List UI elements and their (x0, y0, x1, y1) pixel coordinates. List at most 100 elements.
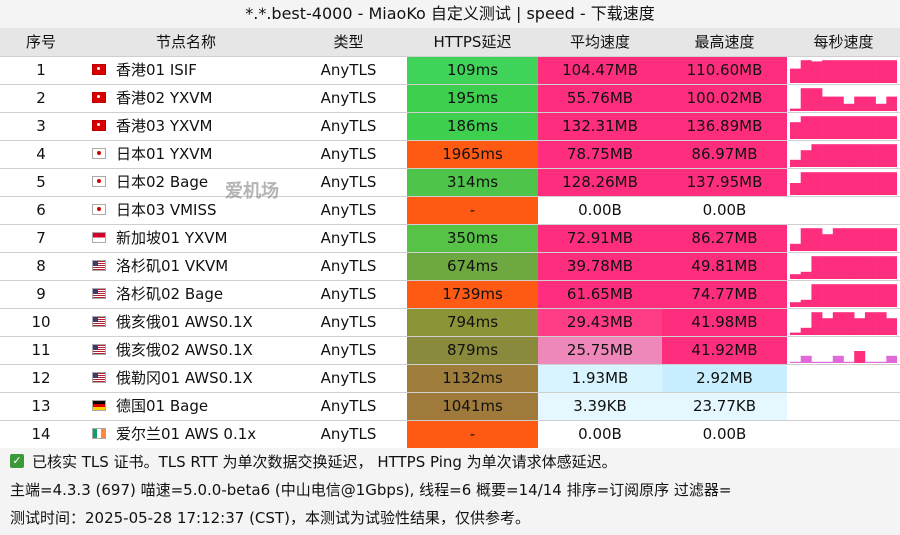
speed-sparkline (790, 351, 897, 363)
col-header-max-speed: 最高速度 (694, 33, 755, 51)
col-header-avg-speed: 平均速度 (569, 33, 630, 51)
sparkline-bar (822, 284, 834, 307)
row-latency: 186ms (407, 113, 538, 140)
col-header-index: 序号 (25, 33, 56, 51)
table-header: 序号 节点名称 类型 HTTPS延迟 平均速度 最高速度 每秒速度 (0, 28, 900, 56)
row-index: 3 (36, 117, 46, 135)
sparkline-bar (811, 361, 823, 363)
row-avg-speed: 72.91MB (538, 225, 662, 252)
sparkline-bar (800, 88, 812, 111)
sparkline-bar (832, 256, 844, 279)
table-row: 6 日本03 VMISS AnyTLS -0.00B 0.00B (0, 196, 900, 224)
sparkline-bar (886, 96, 897, 111)
flag-de-icon (92, 400, 106, 411)
row-per-second-chart (787, 197, 900, 224)
sparkline-bar (864, 144, 876, 167)
sparkline-bar (811, 172, 823, 195)
row-max-speed: 86.97MB (662, 141, 787, 168)
row-avg-speed: 128.26MB (538, 169, 662, 196)
row-type: AnyTLS (320, 229, 377, 247)
sparkline-bar (886, 355, 897, 363)
flag-us-icon (92, 316, 106, 327)
row-type: AnyTLS (320, 61, 377, 79)
watermark: 爱机场 (225, 181, 279, 202)
sparkline-bar (854, 60, 866, 83)
row-type: AnyTLS (320, 369, 377, 387)
node-name-text: 香港03 YXVM (116, 117, 213, 135)
row-node-name: 香港02 YXVM (82, 85, 290, 112)
table-row: 7 新加坡01 YXVM AnyTLS 350ms 72.91MB 86.27MB (0, 224, 900, 252)
row-per-second-chart (787, 365, 900, 392)
col-header-type: 类型 (333, 33, 364, 51)
row-per-second-chart (787, 57, 900, 84)
window-title: *.*.best-4000 - MiaoKo 自定义测试 | speed - 下… (245, 4, 655, 23)
row-avg-speed: 61.65MB (538, 281, 662, 308)
row-per-second-chart (787, 393, 900, 420)
row-node-name: 俄勒冈01 AWS0.1X (82, 365, 290, 392)
row-type: AnyTLS (320, 397, 377, 415)
sparkline-bar (811, 228, 823, 251)
row-avg-speed: 132.31MB (538, 113, 662, 140)
sparkline-bar (875, 116, 887, 139)
sparkline-bar (864, 228, 876, 251)
sparkline-bar (832, 228, 844, 251)
footer-tls-text: 已核实 TLS 证书。TLS RTT 为单次数据交换延迟， HTTPS Ping… (32, 453, 617, 471)
row-per-second-chart (787, 141, 900, 168)
sparkline-bar (790, 243, 801, 251)
table-body: 1 香港01 ISIF AnyTLS 109ms 104.47MB 110.60MB 2 香港… (0, 56, 900, 448)
row-type: AnyTLS (320, 89, 377, 107)
node-name-text: 俄亥俄02 AWS0.1X (116, 341, 253, 359)
sparkline-bar (811, 88, 823, 111)
sparkline-bar (832, 355, 844, 363)
speed-sparkline (790, 256, 897, 279)
node-name-text: 日本03 VMISS (116, 201, 217, 219)
row-type: AnyTLS (320, 173, 377, 191)
row-avg-speed: 39.78MB (538, 253, 662, 280)
row-type: AnyTLS (320, 257, 377, 275)
row-node-name: 俄亥俄02 AWS0.1X (82, 337, 290, 364)
sparkline-bar (790, 122, 801, 139)
row-latency: 1739ms (407, 281, 538, 308)
row-max-speed: 0.00B (662, 197, 787, 224)
table-row: 1 香港01 ISIF AnyTLS 109ms 104.47MB 110.60MB (0, 56, 900, 84)
sparkline-bar (854, 256, 866, 279)
sparkline-bar (832, 96, 844, 111)
row-max-speed: 41.98MB (662, 309, 787, 336)
row-max-speed: 100.02MB (662, 85, 787, 112)
table-row: 8 洛杉矶01 VKVM AnyTLS 674ms 39.78MB 49.81MB (0, 252, 900, 280)
flag-jp-icon (92, 148, 106, 159)
sparkline-bar (864, 256, 876, 279)
row-latency: 674ms (407, 253, 538, 280)
row-latency: 1041ms (407, 393, 538, 420)
node-name-text: 香港01 ISIF (116, 61, 197, 79)
sparkline-bar (811, 256, 823, 279)
row-node-name: 日本01 YXVM (82, 141, 290, 168)
sparkline-bar (843, 60, 855, 83)
col-header-name: 节点名称 (155, 33, 216, 51)
sparkline-bar (832, 312, 844, 335)
flag-us-icon (92, 344, 106, 355)
row-max-speed: 110.60MB (662, 57, 787, 84)
row-node-name: 德国01 Bage (82, 393, 290, 420)
table-row: 12 俄勒冈01 AWS0.1X AnyTLS 1132ms 1.93MB 2.92MB (0, 364, 900, 392)
sparkline-bar (822, 234, 834, 251)
sparkline-bar (886, 284, 897, 307)
row-index: 6 (36, 201, 46, 219)
speed-sparkline (790, 312, 897, 335)
sparkline-bar (790, 274, 801, 279)
row-avg-speed: 25.75MB (538, 337, 662, 364)
sparkline-bar (875, 60, 887, 83)
flag-us-icon (92, 260, 106, 271)
sparkline-bar (843, 144, 855, 167)
sparkline-bar (832, 172, 844, 195)
sparkline-bar (832, 284, 844, 307)
sparkline-bar (790, 68, 801, 83)
sparkline-bar (800, 327, 812, 335)
row-max-speed: 41.92MB (662, 337, 787, 364)
sparkline-bar (832, 60, 844, 83)
node-name-text: 俄亥俄01 AWS0.1X (116, 313, 253, 331)
sparkline-bar (822, 318, 834, 335)
sparkline-bar (875, 228, 887, 251)
sparkline-bar (886, 60, 897, 83)
row-type: AnyTLS (320, 285, 377, 303)
